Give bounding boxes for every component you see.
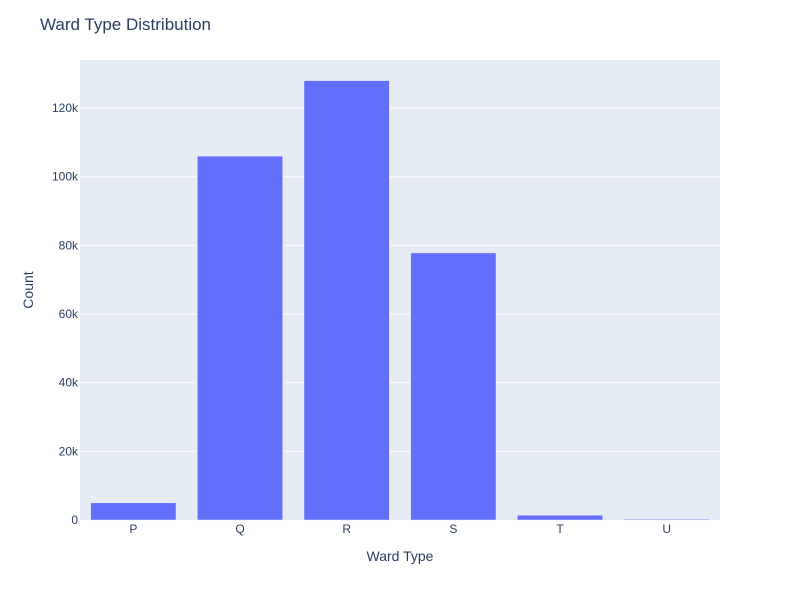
x-tick-label: S [449,522,457,536]
x-axis-ticks: P Q R S T U [129,522,671,536]
y-tick-label: 20k [59,444,79,458]
y-tick-label: 40k [59,376,79,390]
y-axis-title: Count [20,271,36,308]
x-tick-label: Q [235,522,244,536]
x-tick-label: P [129,522,137,536]
y-axis-ticks: 0 20k 40k 60k 80k 100k 120k [52,101,79,527]
y-tick-label: 100k [52,170,79,184]
y-tick-label: 60k [59,307,79,321]
bar-r [303,80,390,521]
x-tick-label: R [342,522,351,536]
bar-u [623,518,710,521]
x-tick-label: T [556,522,564,536]
bars [90,80,710,521]
bar-q [197,155,283,521]
plot-area [80,60,720,520]
y-gridlines [80,107,720,452]
bar-t [517,514,603,521]
y-tick-label: 120k [52,101,79,115]
bar-s [410,252,497,521]
y-tick-label: 80k [59,238,79,252]
y-tick-label: 0 [71,513,78,527]
x-axis-title: Ward Type [367,548,434,564]
bar-p [90,502,177,521]
x-tick-label: U [662,522,671,536]
chart-title: Ward Type Distribution [40,15,211,34]
